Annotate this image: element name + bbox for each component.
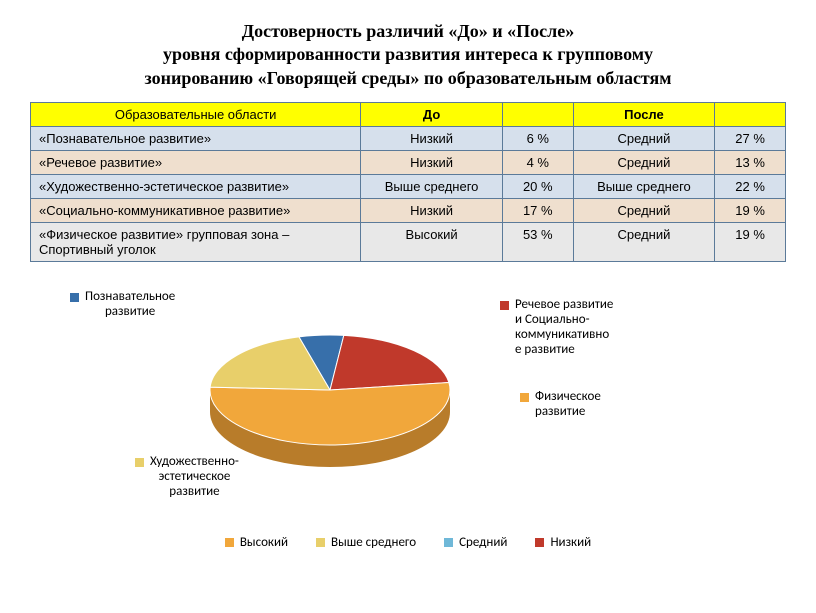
chart-callout: Физическоеразвитие <box>520 390 670 420</box>
color-swatch <box>444 538 453 547</box>
color-swatch <box>225 538 234 547</box>
table-header: Образовательные области До После <box>31 103 786 127</box>
page-title: Достоверность различий «До» и «После» ур… <box>30 20 786 90</box>
data-table: Образовательные области До После «Познав… <box>30 102 786 262</box>
chart-callout: Познавательноеразвитие <box>70 290 220 320</box>
color-swatch <box>520 393 529 402</box>
legend-item: Выше среднего <box>316 535 416 550</box>
table-row: «Социально-коммуникативное развитие»Низк… <box>31 199 786 223</box>
table-row: «Речевое развитие»Низкий4 %Средний13 % <box>31 151 786 175</box>
legend-item: Высокий <box>225 535 288 550</box>
color-swatch <box>135 458 144 467</box>
color-swatch <box>500 301 509 310</box>
color-swatch <box>70 293 79 302</box>
color-swatch <box>316 538 325 547</box>
pie-chart-area: Познавательноеразвитие Речевое развитиеи … <box>30 290 786 550</box>
level-legend: Высокий Выше среднего Средний Низкий <box>30 535 786 550</box>
chart-callout: Речевое развитиеи Социально-коммуникатив… <box>500 298 670 358</box>
chart-callout: Художественно-эстетическоеразвитие <box>135 455 305 500</box>
color-swatch <box>535 538 544 547</box>
table-row: «Художественно-эстетическое развитие»Выш… <box>31 175 786 199</box>
table-row: «Физическое развитие» групповая зона –Сп… <box>31 223 786 262</box>
legend-item: Средний <box>444 535 507 550</box>
table-row: «Познавательное развитие»Низкий6 %Средни… <box>31 127 786 151</box>
legend-item: Низкий <box>535 535 591 550</box>
